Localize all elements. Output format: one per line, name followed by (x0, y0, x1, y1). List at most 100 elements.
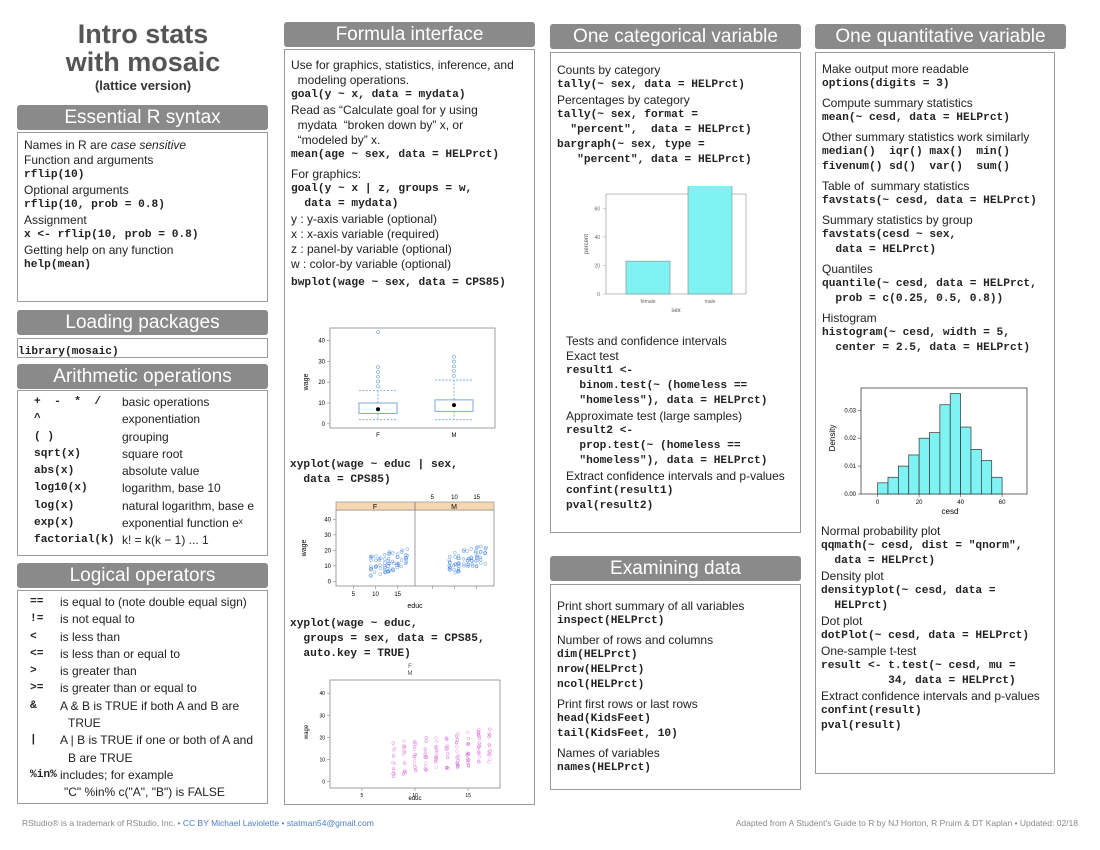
logical-row: | A | B is TRUE if one or both of A and (18, 732, 267, 749)
title-line2: with mosaic (65, 47, 221, 77)
code-line: rflip(10, prob = 0.8) (24, 199, 165, 211)
logical-desc: is equal to (note double equal sign) (60, 595, 247, 609)
text-line: Use for graphics, statistics, inference,… (291, 58, 534, 73)
text-span: Normal probability plot (821, 524, 941, 538)
group-point (477, 741, 482, 746)
code-line: data = mydata) (291, 198, 399, 210)
code-line: "percent", data = HELPrct) (557, 124, 752, 136)
arith-row: log10(x) logarithm, base 10 (18, 480, 267, 497)
code-line: help(mean) (24, 259, 92, 271)
text-line: Extract confidence intervals and p-value… (821, 689, 1056, 704)
panel-ytick-label: 10 (324, 564, 331, 570)
group-point (435, 748, 439, 752)
group-ytick-label: 0 (322, 779, 325, 785)
group-xtick-label: 15 (465, 793, 471, 799)
bar-female (625, 260, 671, 295)
text-line: Dot plot (821, 614, 1056, 629)
arith-key: abs(x) (34, 465, 75, 478)
panel-point (387, 550, 392, 554)
group-point (413, 767, 418, 771)
footer-left: RStudio® is a trademark of RStudio, Inc.… (22, 818, 374, 828)
panel-point (452, 550, 457, 555)
hist-bar (887, 476, 899, 495)
text-span: Assignment (24, 213, 87, 227)
text-span: Density plot (821, 569, 884, 583)
arith-desc: exponential function eˣ (122, 516, 243, 531)
hist-bar (939, 404, 951, 495)
arith-row: ( ) grouping (18, 429, 267, 446)
text-span: modeling operations. (291, 73, 410, 87)
panel-point (462, 547, 466, 552)
group-point (477, 736, 481, 741)
panel-point (466, 563, 470, 567)
panel-point (470, 564, 475, 568)
group-point (402, 739, 406, 743)
panel-point (395, 565, 399, 570)
arith-key: exp(x) (34, 517, 75, 530)
logical-desc: A | B is TRUE if one or both of A and (60, 733, 254, 748)
text-span: Other summary statistics work similarly (822, 130, 1030, 144)
text-span: x : x-axis variable (required) (291, 227, 440, 241)
code-line: rflip(10) (24, 169, 85, 181)
text-span: Names in R are (24, 138, 111, 152)
hist-xtick-label: 20 (916, 500, 923, 506)
box-outlier (376, 365, 380, 369)
group-point (455, 738, 459, 742)
panel-point (483, 551, 487, 555)
group-point (455, 741, 459, 745)
panel-point (461, 549, 466, 554)
group-point (487, 760, 491, 764)
logical-key: %in% (30, 768, 57, 781)
panel-point (474, 549, 478, 554)
panel-point (478, 555, 483, 560)
loading-box: library(mosaic) (17, 338, 268, 358)
box-ytick-label: 30 (318, 359, 325, 365)
panel-point (395, 552, 400, 556)
code-line: dim(HELPrct) (557, 649, 638, 661)
footer-link[interactable]: CC BY Michael Laviolette • statman54@gma… (182, 818, 374, 828)
text-line: Density plot (821, 569, 1056, 584)
hist-bar (929, 432, 941, 495)
logical-row: == is equal to (note double equal sign) (18, 594, 267, 611)
xyplot1-line1: xyplot(wage ~ educ | sex, (290, 459, 458, 471)
bar-ytick-label: 40 (594, 235, 600, 241)
panel-point (404, 557, 408, 562)
bargraph-chart: 0 20 40 60 female male percent sex (584, 186, 747, 314)
panel-point (403, 561, 408, 566)
panel-xlabel: educ (407, 603, 423, 610)
group-legend-m: M (408, 671, 413, 677)
panel-point (469, 558, 474, 563)
group-ytick-label: 40 (319, 691, 325, 697)
text-line: Names of variables (557, 746, 800, 761)
hist-ytick-label: 0.02 (844, 436, 856, 442)
hist-bar (970, 449, 982, 495)
examining-lines: Print short summary of all variables insp… (557, 599, 800, 776)
panel-point (473, 559, 478, 563)
quantitative-lines: Make output more readable options(digits … (822, 62, 1054, 356)
hist-bar (897, 465, 910, 495)
box-outlier (452, 369, 456, 373)
code-line: prop.test(~ (homeless == (566, 440, 741, 452)
hist-bar (877, 482, 889, 495)
code-line: bwplot(wage ~ sex, data = CPS85) (291, 277, 506, 289)
logical-row: > is greater than (18, 663, 267, 680)
panel-point (474, 564, 479, 569)
box-ytick-label: 0 (322, 422, 326, 428)
group-point (423, 754, 428, 758)
group-point (455, 744, 459, 749)
box-rect (358, 402, 398, 414)
group-point (445, 765, 449, 770)
text-span: Function and arguments (24, 153, 154, 167)
logical-row: B are TRUE (18, 750, 267, 767)
group-point (465, 753, 469, 757)
code-line: head(KidsFeet) (557, 713, 651, 725)
group-point (423, 747, 427, 751)
panel-point (369, 558, 373, 563)
xyplot1-code: xyplot(wage ~ educ | sex, data = CPS85) (290, 458, 530, 488)
text-span: Dot plot (821, 614, 863, 628)
group-point (424, 736, 428, 740)
group-point (456, 731, 460, 736)
arith-desc: square root (122, 446, 183, 461)
logical-desc: is greater than or equal to (60, 681, 197, 696)
panel-point (386, 569, 391, 574)
